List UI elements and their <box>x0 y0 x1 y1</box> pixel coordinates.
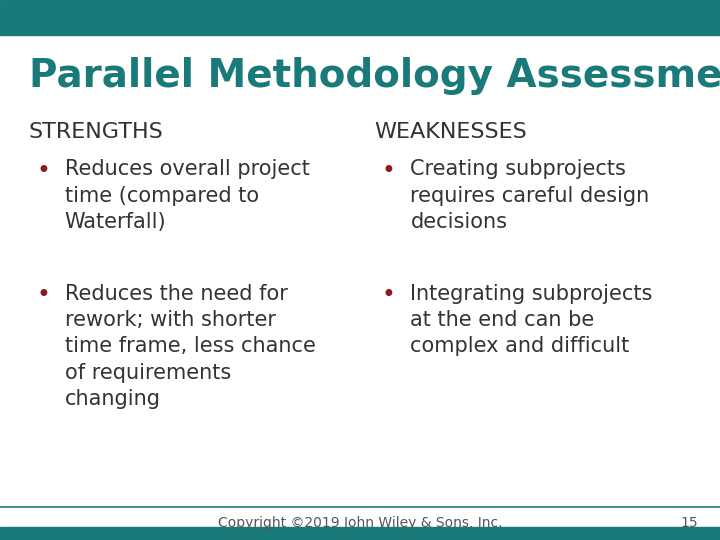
Text: Reduces the need for
rework; with shorter
time frame, less chance
of requirement: Reduces the need for rework; with shorte… <box>65 284 315 409</box>
Text: •: • <box>382 159 395 183</box>
Bar <box>0 526 720 540</box>
Text: •: • <box>36 284 50 307</box>
Text: 15: 15 <box>681 516 698 530</box>
Text: Parallel Methodology Assessment: Parallel Methodology Assessment <box>29 57 720 94</box>
Text: Creating subprojects
requires careful design
decisions: Creating subprojects requires careful de… <box>410 159 649 232</box>
Text: •: • <box>382 284 395 307</box>
Text: WEAKNESSES: WEAKNESSES <box>374 122 527 141</box>
Text: Reduces overall project
time (compared to
Waterfall): Reduces overall project time (compared t… <box>65 159 310 232</box>
Text: Copyright ©2019 John Wiley & Sons, Inc.: Copyright ©2019 John Wiley & Sons, Inc. <box>217 516 503 530</box>
Text: STRENGTHS: STRENGTHS <box>29 122 163 141</box>
Text: Integrating subprojects
at the end can be
complex and difficult: Integrating subprojects at the end can b… <box>410 284 653 356</box>
Bar <box>0 0 720 35</box>
Text: •: • <box>36 159 50 183</box>
